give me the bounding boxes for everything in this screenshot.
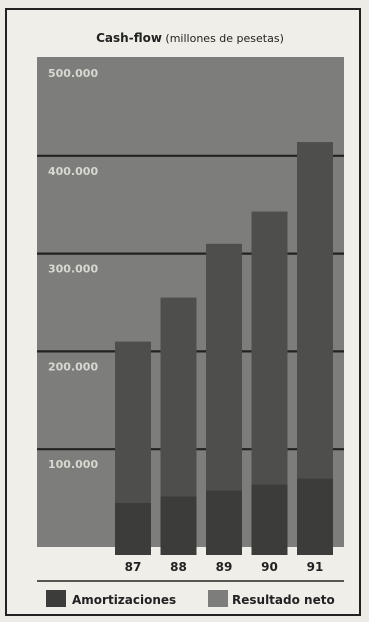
chart-title-main: Cash-flow [96,31,162,45]
x-tick-label: 89 [216,560,233,574]
bar-foot-91 [297,547,333,555]
y-tick-label: 500.000 [48,67,98,80]
bar-87-amortizaciones [115,502,151,555]
chart-title: Cash-flow (millones de pesetas) [96,31,284,45]
y-tick-label: 300.000 [48,263,98,276]
x-tick-label: 88 [170,560,187,574]
y-tick-label: 200.000 [48,360,98,373]
bar-foot-88 [160,547,197,555]
bar-88-resultado-neto [160,297,197,497]
x-tick-label: 90 [261,560,278,574]
x-tick-label: 87 [125,560,142,574]
bar-90-amortizaciones [251,484,288,555]
legend-label-amortizaciones: Amortizaciones [72,593,176,607]
bar-89-amortizaciones [206,490,242,555]
chart-title-sub: (millones de pesetas) [162,32,284,45]
y-tick-label: 400.000 [48,165,98,178]
bar-foot-89 [206,547,242,555]
legend-swatch-resultado-neto [208,590,228,607]
bar-87-resultado-neto [115,341,151,503]
y-tick-label: 100.000 [48,458,98,471]
bar-91-amortizaciones [297,478,333,555]
bar-foot-87 [115,547,151,555]
bar-91-resultado-neto [297,142,333,479]
bar-foot-90 [251,547,288,555]
bar-88-amortizaciones [160,496,197,555]
legend-swatch-amortizaciones [46,590,66,607]
bar-89-resultado-neto [206,243,242,491]
legend-label-resultado-neto: Resultado neto [232,593,335,607]
bar-90-resultado-neto [251,211,288,485]
x-tick-label: 91 [307,560,324,574]
